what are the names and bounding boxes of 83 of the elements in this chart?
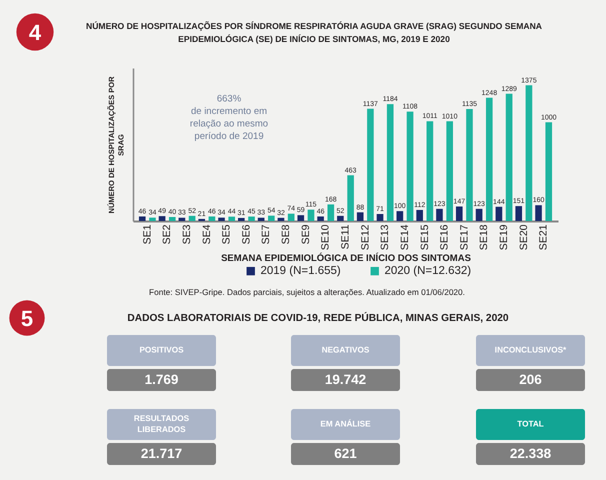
- text: DADOS LABORATORIAIS DE COVID-19, REDE PÚBLICA, MINAS GERAIS, 2020: [127, 311, 509, 324]
- x-tick-label: SE21: [538, 224, 550, 250]
- x-tick-label: SE16: [438, 224, 451, 250]
- x-tick-label: SE8: [280, 224, 292, 244]
- category-label: TOTAL: [517, 420, 544, 428]
- bar: [386, 104, 394, 221]
- bar: [297, 215, 304, 221]
- bar: [268, 216, 275, 221]
- bar: [545, 122, 552, 221]
- text: 1.769: [144, 372, 178, 387]
- bar: [228, 216, 236, 221]
- x-tick-label: SE2: [161, 224, 174, 244]
- bar: [376, 214, 384, 221]
- text: 4: [28, 20, 42, 45]
- bar: [436, 208, 443, 221]
- bar: [526, 85, 532, 221]
- x-tick-label: SE15: [418, 224, 431, 250]
- source-note: Fonte: SIVEP-Gripe. Dados parciais, sujeitos a alterações. Atualizado em 01/06/2020.: [149, 287, 465, 297]
- bar: [149, 218, 156, 221]
- bar: [327, 204, 334, 221]
- x-tick-label: SE10: [320, 224, 332, 250]
- bar: [367, 108, 374, 221]
- bar: [158, 216, 166, 221]
- bar: [476, 208, 482, 221]
- category-label: INCONCLUSIVOS*: [494, 346, 568, 354]
- bar: [506, 94, 512, 221]
- bar: [178, 218, 186, 221]
- x-tick-label: SE7: [260, 224, 272, 244]
- x-tick-label: SE11: [340, 224, 352, 250]
- annotation: 663% de incremento em relação ao mesmo período de 2019: [190, 93, 268, 142]
- bar: [218, 218, 225, 221]
- bar: [278, 218, 284, 221]
- bar: [188, 216, 196, 221]
- x-tick-label: SE12: [359, 224, 372, 250]
- bar: [288, 214, 294, 221]
- x-tick-label: SE19: [498, 224, 510, 250]
- bar: [535, 205, 542, 221]
- bar: [416, 210, 423, 221]
- bar: [486, 98, 493, 221]
- x-tick-label: SE13: [379, 224, 392, 250]
- x-tick-label: SE6: [240, 224, 252, 244]
- bar: [426, 121, 434, 221]
- category-label: NEGATIVOS: [322, 346, 370, 354]
- text: 19.742: [324, 372, 366, 387]
- x-tick-label: SE4: [200, 224, 213, 244]
- x-tick-label: SE1: [141, 224, 154, 244]
- bar: [396, 211, 404, 221]
- bar: [446, 121, 453, 221]
- text: 22.338: [510, 446, 552, 461]
- x-axis-title: SEMANA EPIDEMIOLÓGICA DE INÍCIO DOS SINTOMAS: [221, 252, 471, 264]
- category-label: POSITIVOS: [139, 346, 184, 354]
- bar: [138, 216, 146, 221]
- x-tick-label: SE3: [180, 224, 193, 244]
- x-tick-label: SE9: [300, 224, 312, 244]
- bar: [456, 206, 463, 221]
- bar: [258, 218, 264, 221]
- bar: [406, 112, 414, 221]
- bar: [496, 206, 502, 221]
- bar: [238, 218, 245, 221]
- x-tick-label: SE17: [458, 224, 470, 250]
- legend-label: 2019 (N=1.655): [260, 265, 341, 278]
- bar: [308, 210, 314, 221]
- bar: [317, 216, 324, 221]
- bar: [168, 217, 176, 221]
- bar: [515, 206, 522, 221]
- x-tick-label: SE5: [220, 224, 233, 244]
- bar: [356, 212, 364, 221]
- bar: [248, 216, 255, 221]
- text: 206: [519, 372, 542, 387]
- bar: [208, 216, 216, 221]
- bar: [466, 108, 473, 221]
- text: 21.717: [140, 446, 182, 461]
- category-label: RESULTADOS LIBERADOS: [134, 414, 190, 434]
- x-tick-label: SE18: [478, 224, 490, 250]
- category-label: EM ANÁLISE: [320, 418, 372, 428]
- x-tick-label: SE14: [398, 224, 411, 250]
- legend-label: 2020 (N=12.632): [384, 265, 472, 278]
- bar: [347, 175, 354, 221]
- text: 621: [334, 446, 357, 461]
- chart-title: NÚMERO DE HOSPITALIZAÇÕES POR SÍNDROME RESPIRATÓRIA AGUDA GRAVE (SRAG) SEGUNDO SEMANA EPIDEMIOLÓGICA (SE) DE INÍCIO DE SINTOMAS, MG, 2019 E 2020: [86, 21, 542, 44]
- x-tick-label: SE20: [518, 224, 530, 250]
- text: 5: [20, 306, 34, 331]
- bar: [337, 216, 344, 221]
